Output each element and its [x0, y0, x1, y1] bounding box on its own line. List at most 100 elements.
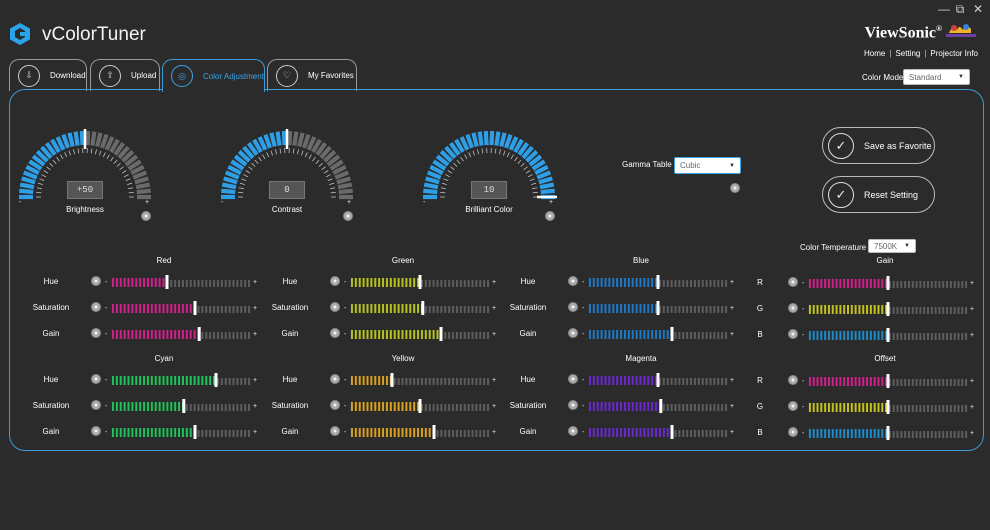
reset-setting-button[interactable]: ✓ Reset Setting	[822, 176, 935, 213]
slider-tick	[877, 429, 880, 438]
slider-tick	[358, 278, 361, 287]
slider-track[interactable]	[808, 374, 968, 388]
slider-reset-icon[interactable]	[91, 328, 101, 338]
slider-tick	[831, 279, 834, 288]
slider-reset-icon[interactable]	[788, 427, 798, 437]
slider-track[interactable]	[350, 373, 490, 387]
slider-tick	[651, 402, 654, 411]
tab-download[interactable]: ⇩ Download	[9, 59, 87, 91]
slider-reset-icon[interactable]	[568, 328, 578, 338]
slider-tick	[635, 376, 638, 385]
tab-upload[interactable]: ⇧ Upload	[90, 59, 160, 91]
slider-track[interactable]	[588, 373, 728, 387]
slider-track[interactable]	[808, 276, 968, 290]
slider-tick	[635, 428, 638, 437]
home-link[interactable]: Home	[864, 49, 886, 58]
slider-tick	[420, 280, 423, 287]
slider-tick	[158, 428, 161, 437]
slider-tick	[616, 428, 619, 437]
slider-reset-icon[interactable]	[330, 302, 340, 312]
restore-button[interactable]: ⧉	[955, 2, 965, 16]
gauge-segment	[439, 149, 453, 163]
gauge-tick	[308, 154, 312, 160]
gauge-dial[interactable]	[16, 128, 154, 208]
slider-tick	[693, 404, 696, 411]
slider-tick	[885, 305, 888, 314]
projector-info-link[interactable]: Projector Info	[930, 49, 978, 58]
color-temperature-select[interactable]: 7500K ▼	[868, 239, 916, 253]
save-as-favorite-button[interactable]: ✓ Save as Favorite	[822, 127, 935, 164]
slider-track[interactable]	[588, 425, 728, 439]
slider-tick	[923, 431, 926, 438]
slider-reset-icon[interactable]	[91, 302, 101, 312]
gauge-dial[interactable]	[420, 128, 558, 208]
gauge-segment	[465, 133, 474, 149]
slider-tick	[588, 376, 591, 385]
tab-my-favorites[interactable]: ♡ My Favorites	[267, 59, 357, 91]
tab-color-adjustment[interactable]: ◎ Color Adjustment	[162, 59, 265, 92]
slider-track[interactable]	[111, 373, 251, 387]
gauge-reset-icon[interactable]	[141, 211, 151, 221]
slider-tick	[869, 403, 872, 412]
slider-tick	[459, 378, 462, 385]
slider-tick	[631, 428, 634, 437]
slider-tick	[885, 279, 888, 288]
gauge-reset-icon[interactable]	[545, 211, 555, 221]
slider-track[interactable]	[111, 399, 251, 413]
slider-reset-icon[interactable]	[330, 374, 340, 384]
slider-reset-icon[interactable]	[91, 276, 101, 286]
setting-link[interactable]: Setting	[895, 49, 921, 58]
slider-track[interactable]	[350, 327, 490, 341]
gamma-table-select[interactable]: Cubic ▼	[674, 157, 741, 174]
slider-reset-icon[interactable]	[568, 374, 578, 384]
slider-track[interactable]	[808, 426, 968, 440]
gauge-dial[interactable]	[218, 128, 356, 208]
slider-track[interactable]	[808, 302, 968, 316]
gauge-segment	[429, 164, 444, 176]
slider-track[interactable]	[111, 301, 251, 315]
slider-track[interactable]	[350, 425, 490, 439]
slider-track[interactable]	[588, 399, 728, 413]
slider-reset-icon[interactable]	[91, 374, 101, 384]
slider-tick	[647, 428, 650, 437]
slider-track[interactable]	[350, 275, 490, 289]
slider-track[interactable]	[588, 327, 728, 341]
gauge-segment	[449, 142, 461, 156]
slider-reset-icon[interactable]	[788, 277, 798, 287]
slider-track[interactable]	[350, 301, 490, 315]
slider-tick	[949, 431, 952, 438]
slider-reset-icon[interactable]	[330, 426, 340, 436]
slider-track[interactable]	[111, 425, 251, 439]
slider-reset-icon[interactable]	[568, 302, 578, 312]
slider-track[interactable]	[350, 399, 490, 413]
slider-tick	[228, 378, 231, 385]
minimize-button[interactable]: —	[938, 2, 950, 16]
slider-reset-icon[interactable]	[788, 375, 798, 385]
slider-reset-icon[interactable]	[568, 276, 578, 286]
slider-reset-icon[interactable]	[788, 401, 798, 411]
color-mode-select[interactable]: Standard ▼	[903, 69, 970, 85]
slider-track[interactable]	[808, 400, 968, 414]
slider-reset-icon[interactable]	[91, 426, 101, 436]
slider-track[interactable]	[588, 301, 728, 315]
slider-reset-icon[interactable]	[568, 426, 578, 436]
slider-track[interactable]	[111, 275, 251, 289]
close-button[interactable]: ✕	[972, 2, 984, 16]
gamma-reset-icon[interactable]	[730, 183, 740, 193]
slider-tick	[655, 428, 658, 437]
slider-reset-icon[interactable]	[330, 400, 340, 410]
gauge-reset-icon[interactable]	[343, 211, 353, 221]
slider-reset-icon[interactable]	[330, 328, 340, 338]
slider-track[interactable]	[111, 327, 251, 341]
slider-tick	[228, 332, 231, 339]
slider-reset-icon[interactable]	[788, 329, 798, 339]
slider-track[interactable]	[808, 328, 968, 342]
slider-tick	[119, 376, 122, 385]
slider-reset-icon[interactable]	[330, 276, 340, 286]
slider-tick	[240, 280, 243, 287]
slider-thumb	[886, 400, 890, 414]
slider-reset-icon[interactable]	[788, 303, 798, 313]
slider-reset-icon[interactable]	[91, 400, 101, 410]
slider-reset-icon[interactable]	[568, 400, 578, 410]
slider-track[interactable]	[588, 275, 728, 289]
